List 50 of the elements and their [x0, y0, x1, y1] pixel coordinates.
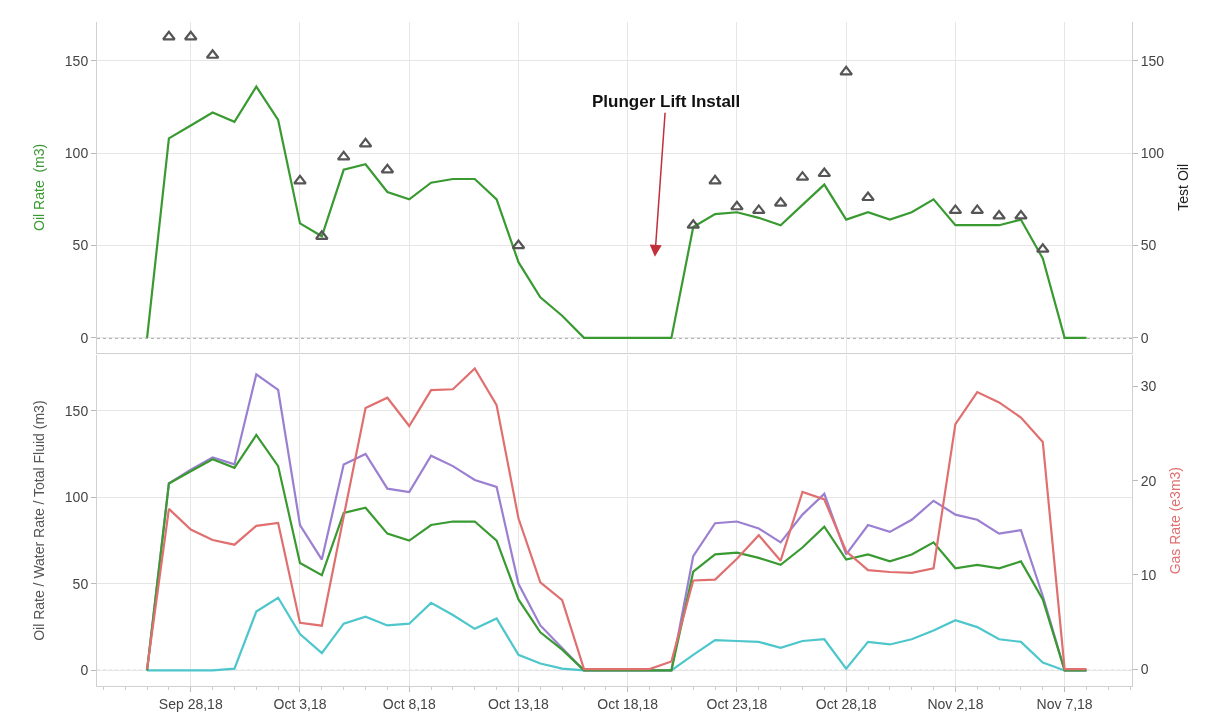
point [992, 209, 1006, 220]
x-tick-label: Oct 8,18 [382, 695, 436, 712]
y-tick-label: 0 [80, 329, 89, 346]
x-tick-label: Oct 18,18 [597, 695, 659, 712]
x-tick-label: Oct 13,18 [488, 695, 550, 712]
y2-tick-label: 150 [1140, 52, 1165, 69]
point [511, 239, 526, 250]
point [183, 30, 198, 41]
y-axis-title: Oil Rate (m3) [31, 143, 48, 231]
x-tick-label: Oct 28,18 [815, 695, 877, 712]
point [708, 174, 722, 185]
y2-axis-title: Gas Rate (e3m3) [1166, 466, 1183, 575]
point [162, 30, 176, 41]
point [970, 204, 985, 215]
y2-axis-title: Test Oil [1174, 163, 1191, 211]
x-tick-label: Oct 23,18 [706, 695, 768, 712]
point [773, 196, 788, 207]
y2-tick-label: 0 [1140, 660, 1149, 677]
point [336, 150, 351, 161]
y2-tick-label: 0 [1140, 329, 1149, 346]
y-axis-title: Oil Rate / Water Rate / Total Fluid (m3) [31, 400, 48, 641]
point [861, 191, 875, 202]
y2-tick-label: 100 [1140, 145, 1165, 162]
y-tick-label: 150 [64, 402, 89, 419]
annotation: Plunger Lift Install [592, 92, 741, 111]
point [751, 204, 766, 215]
point [1014, 209, 1028, 220]
y-tick-label: 100 [64, 145, 89, 162]
point [948, 204, 963, 215]
point [730, 200, 744, 211]
y2-tick-label: 20 [1140, 472, 1157, 489]
x-tick-label: Nov 2,18 [927, 695, 984, 712]
x-tick-label: Sep 28,18 [158, 695, 223, 712]
x-tick-label: Nov 7,18 [1036, 695, 1093, 712]
point [293, 174, 307, 185]
x-tick-label: Oct 3,18 [273, 695, 327, 712]
y2-tick-label: 30 [1140, 378, 1157, 395]
y-tick-label: 100 [64, 489, 89, 506]
point [380, 163, 395, 174]
point [839, 65, 854, 76]
line-series [145, 433, 1088, 672]
line-series [145, 85, 1088, 339]
y-tick-label: 150 [64, 52, 89, 69]
y-tick-label: 0 [80, 662, 89, 679]
y-tick-label: 50 [72, 575, 89, 592]
y-tick-label: 50 [72, 237, 89, 254]
y2-tick-label: 10 [1140, 566, 1157, 583]
y2-tick-label: 50 [1140, 237, 1157, 254]
point [817, 167, 832, 178]
point [358, 137, 373, 148]
